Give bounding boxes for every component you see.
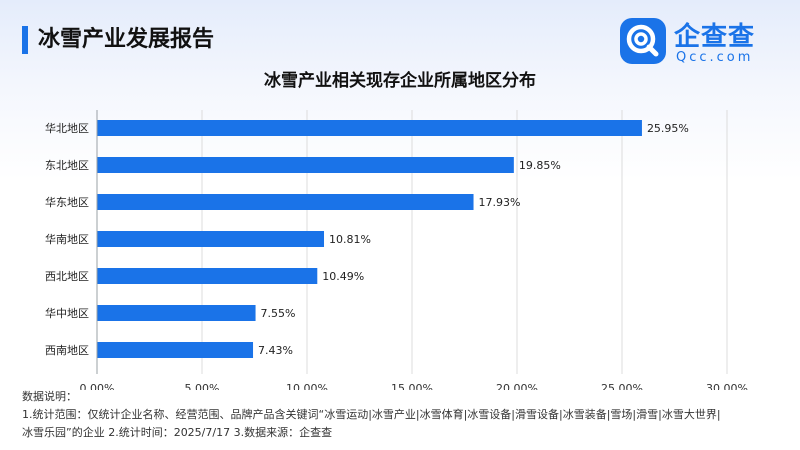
chart-title: 冰雪产业相关现存企业所属地区分布 bbox=[264, 71, 536, 91]
bar bbox=[97, 120, 642, 136]
data-notes: 数据说明： 1.统计范围：仅统计企业名称、经营范围、品牌产品含关键词“冰雪运动|… bbox=[22, 388, 782, 442]
value-label: 7.55% bbox=[261, 307, 296, 320]
x-tick-label: 0.00% bbox=[80, 382, 115, 390]
bar bbox=[97, 231, 325, 247]
category-label: 东北地区 bbox=[45, 159, 89, 172]
notes-line-2: 冰雪乐园”的企业 2.统计时间：2025/7/17 3.数据来源：企查查 bbox=[22, 426, 333, 439]
value-label: 10.81% bbox=[329, 233, 371, 246]
bar bbox=[97, 268, 318, 284]
notes-heading: 数据说明： bbox=[22, 390, 77, 403]
value-label: 19.85% bbox=[519, 159, 561, 172]
brand-logo: 企查查 Qcc.com bbox=[620, 14, 780, 70]
category-label: 华东地区 bbox=[45, 195, 89, 209]
bar bbox=[97, 342, 254, 358]
logo-domain: Qcc.com bbox=[676, 50, 754, 65]
value-label: 10.49% bbox=[322, 270, 364, 283]
category-label: 西南地区 bbox=[45, 344, 89, 357]
x-tick-label: 5.00% bbox=[185, 382, 220, 390]
logo-name: 企查查 bbox=[674, 22, 756, 52]
bar bbox=[97, 157, 514, 173]
qcc-magnifier-icon bbox=[620, 18, 666, 64]
value-label: 25.95% bbox=[647, 122, 689, 135]
bar-chart: 0.00% 5.00% 10.00% 15.00% 20.00% 25.00% 30.00%… bbox=[45, 110, 748, 390]
category-label: 华南地区 bbox=[45, 232, 89, 246]
category-label: 西北地区 bbox=[45, 270, 89, 283]
value-label: 7.43% bbox=[258, 344, 293, 357]
x-tick-label: 25.00% bbox=[601, 382, 643, 390]
bar bbox=[97, 305, 256, 321]
x-tick-label: 15.00% bbox=[391, 382, 433, 390]
x-tick-label: 20.00% bbox=[496, 382, 538, 390]
x-tick-label: 30.00% bbox=[706, 382, 748, 390]
category-label: 华北地区 bbox=[45, 121, 89, 135]
x-tick-label: 10.00% bbox=[286, 382, 328, 390]
bar bbox=[97, 194, 474, 210]
category-label: 华中地区 bbox=[45, 306, 89, 320]
value-label: 17.93% bbox=[479, 196, 521, 209]
notes-line-1: 1.统计范围：仅统计企业名称、经营范围、品牌产品含关键词“冰雪运动|冰雪产业|冰… bbox=[22, 408, 721, 421]
report-title: 冰雪产业发展报告 bbox=[22, 26, 214, 54]
